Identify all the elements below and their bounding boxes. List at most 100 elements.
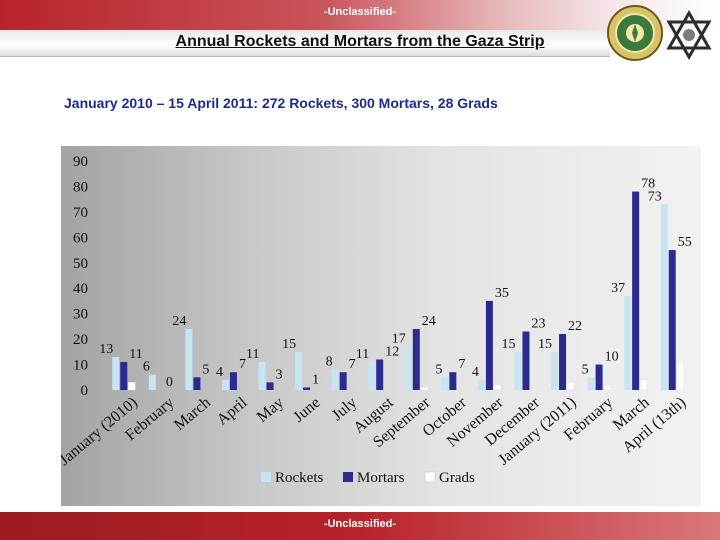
data-label-rockets: 5	[582, 362, 589, 377]
bar-mortars	[522, 331, 530, 390]
data-label-rockets: 73	[648, 189, 662, 204]
bar-rockets	[258, 362, 266, 390]
bar-rockets	[477, 379, 485, 390]
bar-mortars	[376, 359, 384, 390]
data-label-mortars: 12	[385, 344, 399, 359]
data-label-mortars: 1	[312, 372, 319, 387]
bar-grads	[128, 382, 136, 391]
bar-mortars	[120, 362, 128, 390]
star-logo-icon	[666, 10, 712, 60]
data-label-rockets: 11	[246, 347, 259, 362]
bar-rockets	[441, 377, 449, 390]
y-tick-label: 80	[73, 179, 88, 195]
top-banner	[0, 0, 720, 30]
y-tick-label: 50	[73, 256, 88, 272]
y-tick-label: 10	[73, 358, 88, 374]
bar-rockets	[295, 351, 303, 390]
bar-rockets	[185, 328, 193, 390]
data-label-mortars: 23	[531, 316, 545, 331]
bar-grads	[420, 387, 429, 391]
bar-mortars	[595, 364, 603, 390]
y-tick-label: 60	[73, 230, 88, 246]
data-label-rockets: 37	[611, 281, 625, 296]
x-tick-label: March	[171, 394, 214, 434]
classification-top: -Unclassified-	[323, 6, 397, 18]
bar-rockets	[331, 369, 339, 390]
legend-label-rockets: Rockets	[275, 470, 323, 486]
bar-rockets	[368, 362, 376, 390]
data-label-mortars: 24	[422, 314, 436, 329]
data-label-rockets: 4	[472, 365, 479, 380]
bar-grads	[566, 382, 575, 391]
bar-mortars	[412, 328, 420, 390]
bar-mortars	[485, 300, 493, 390]
x-tick-label: May	[254, 394, 287, 426]
bar-mortars	[339, 372, 347, 390]
data-label-rockets: 15	[538, 337, 552, 352]
legend-swatch-rockets	[261, 472, 271, 482]
data-label-rockets: 17	[392, 332, 406, 347]
bar-mortars	[559, 334, 567, 390]
data-label-rockets: 15	[501, 337, 515, 352]
data-label-mortars: 11	[129, 347, 142, 362]
bar-mortars	[632, 191, 640, 390]
legend-label-grads: Grads	[439, 470, 475, 486]
bar-rockets	[587, 377, 595, 390]
bar-rockets	[404, 346, 412, 390]
bar-mortars	[193, 377, 201, 390]
emblem-icon	[607, 5, 663, 61]
data-label-mortars: 5	[202, 362, 209, 377]
classification-bottom: -Unclassified-	[323, 518, 397, 530]
data-label-mortars: 22	[568, 319, 582, 334]
data-label-mortars: 78	[641, 177, 655, 192]
data-label-rockets: 4	[216, 365, 223, 380]
legend-swatch-grads	[424, 471, 436, 483]
bar-mortars	[303, 387, 311, 390]
bar-mortars	[668, 250, 676, 390]
data-label-mortars: 35	[495, 286, 509, 301]
x-tick-label: April	[214, 394, 251, 429]
data-label-mortars: 10	[605, 350, 619, 365]
bar-rockets	[221, 379, 229, 390]
bar-grads	[639, 379, 648, 391]
data-label-rockets: 5	[435, 362, 442, 377]
data-label-rockets: 11	[356, 347, 369, 362]
bar-grads	[603, 384, 611, 391]
x-tick-label: June	[290, 394, 323, 426]
data-label-mortars: 55	[678, 235, 692, 250]
bottom-banner	[0, 512, 720, 540]
page-title: Annual Rockets and Mortars from the Gaza…	[175, 33, 545, 50]
bar-rockets	[660, 204, 668, 390]
y-tick-label: 30	[73, 307, 88, 323]
bar-mortars	[229, 372, 237, 390]
data-label-rockets: 24	[172, 314, 186, 329]
bar-rockets	[514, 351, 522, 390]
y-tick-label: 20	[73, 332, 88, 348]
legend-swatch-mortars	[343, 472, 353, 482]
bar-mortars	[266, 382, 274, 390]
y-tick-label: 70	[73, 205, 88, 221]
bar-rockets	[624, 295, 632, 390]
y-tick-label: 90	[73, 154, 88, 170]
data-label-rockets: 6	[143, 360, 150, 375]
bar-rockets	[112, 356, 120, 390]
legend-label-mortars: Mortars	[357, 470, 405, 486]
data-label-mortars: 3	[276, 367, 283, 382]
data-label-mortars: 7	[239, 357, 246, 372]
y-tick-label: 0	[81, 383, 89, 399]
y-tick-label: 40	[73, 281, 88, 297]
bar-rockets	[551, 351, 559, 390]
data-label-mortars: 7	[349, 357, 356, 372]
bar-grads	[676, 361, 684, 391]
bar-grads	[493, 384, 502, 391]
chart-panel: 0 10 20 30 40 50 60 70 80 90 13 6 24 4 11 15 8 11 17 5 4 15 15…	[61, 146, 701, 506]
data-label-mortars: 7	[458, 357, 465, 372]
bar-rockets	[148, 374, 156, 390]
data-label-rockets: 8	[326, 355, 333, 370]
data-label-rockets: 13	[99, 342, 113, 357]
bar-mortars	[449, 372, 457, 390]
title-stripe	[0, 30, 610, 57]
chart-subtitle: January 2010 – 15 April 2011: 272 Rocket…	[64, 95, 498, 111]
data-label-rockets: 15	[282, 337, 296, 352]
